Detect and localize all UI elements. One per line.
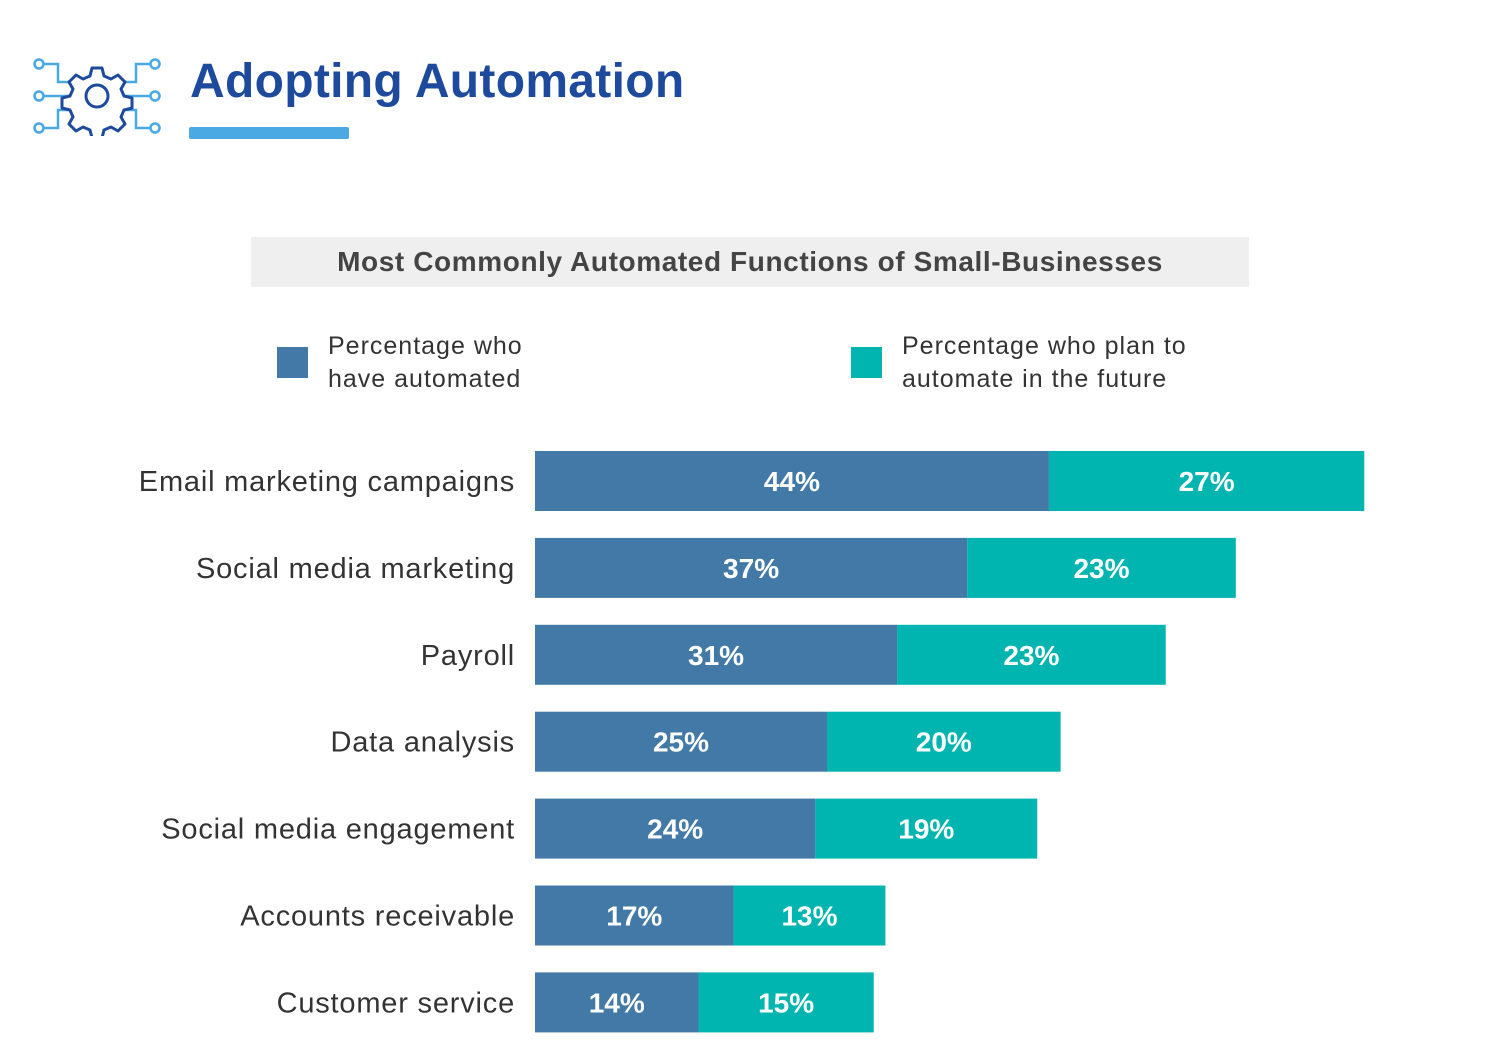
bar-plan-to-automate (733, 885, 886, 946)
value-label: 17% (606, 901, 662, 932)
value-label: 27% (1179, 466, 1235, 497)
category-label: Data analysis (331, 727, 516, 759)
chart-title-box: Most Commonly Automated Functions of Sma… (251, 237, 1249, 287)
value-label: 24% (647, 814, 703, 845)
value-label: 25% (653, 727, 709, 758)
bar-plan-to-automate (1048, 451, 1365, 511)
legend-swatch-plan (851, 347, 882, 378)
bar-automated (535, 972, 699, 1033)
bar-plan-to-automate (897, 624, 1166, 685)
category-label: Payroll (421, 640, 515, 672)
legend-label-plan-line-2: automate in the future (902, 365, 1168, 393)
legend-label-automated: Percentage who have automated (328, 330, 668, 396)
value-label: 19% (898, 814, 954, 845)
value-label: 31% (688, 640, 744, 671)
category-label: Customer service (277, 987, 515, 1019)
gear-circuit-icon (33, 58, 161, 136)
chart-title: Most Commonly Automated Functions of Sma… (337, 246, 1163, 277)
bar-automated (535, 798, 816, 859)
legend-label-automated-line-2: have automated (328, 365, 522, 393)
bar-automated (535, 885, 734, 946)
bar-plan-to-automate (827, 711, 1061, 772)
value-label: 13% (781, 901, 837, 932)
value-label: 15% (758, 987, 814, 1018)
bar-automated (535, 624, 898, 685)
bar-automated (535, 537, 968, 598)
bar-automated (535, 451, 1049, 511)
value-label: 23% (1073, 553, 1129, 584)
legend-label-automated-line-1: Percentage who (328, 332, 523, 360)
category-label: Social media engagement (161, 814, 515, 846)
legend-label-plan-line-1: Percentage who plan to (902, 332, 1187, 360)
category-label: Email marketing campaigns (139, 466, 515, 498)
value-label: 20% (916, 727, 972, 758)
category-label: Accounts receivable (240, 901, 515, 933)
value-label: 14% (589, 987, 645, 1018)
value-label: 44% (764, 466, 820, 497)
title-underline (189, 127, 349, 139)
bar-plan-to-automate (698, 972, 874, 1033)
value-label: 37% (723, 553, 779, 584)
bar-automated (535, 711, 827, 772)
legend-swatch-automated (277, 347, 308, 378)
page-title: Adopting Automation (190, 55, 685, 108)
bar-plan-to-automate (967, 537, 1236, 598)
value-label: 23% (1003, 640, 1059, 671)
legend-label-plan: Percentage who plan to automate in the f… (902, 330, 1242, 396)
category-label: Social media marketing (196, 553, 515, 585)
bar-plan-to-automate (815, 798, 1038, 859)
